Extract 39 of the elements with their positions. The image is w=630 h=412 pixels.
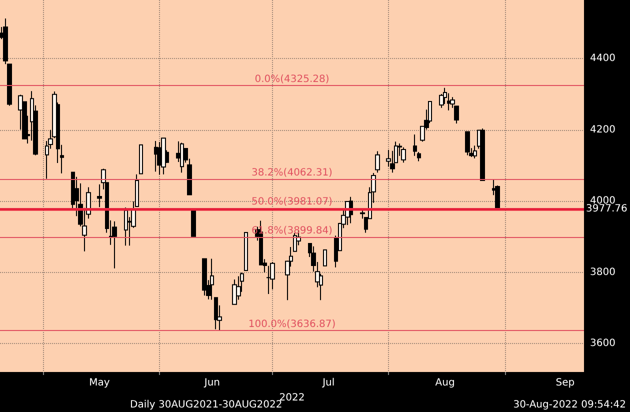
x-tick-label: Aug [435,378,455,388]
candlestick [270,262,275,290]
candlestick [401,146,406,164]
candlestick [244,232,248,272]
candlestick [465,131,470,156]
text: Daily 30AUG2021-30AUG2022 [130,400,282,410]
candlestick [157,142,162,176]
candlestick [480,128,485,182]
y-tick-label: 4200 [590,124,616,136]
x-tick-label: Jul [322,378,335,388]
candlestick [154,140,158,172]
candlestick [417,152,421,162]
candlestick [266,265,271,295]
y-tick-label: 4400 [590,53,616,64]
candlestick [214,297,218,330]
ref-line-label: 38.2%(4062.31) [252,167,333,178]
x-tick-label: Jun [203,378,220,388]
ref-line-label: 100.0%(3636.87) [248,318,336,330]
candlestick [323,249,327,266]
y-tick-label: 3800 [590,266,616,278]
ref-line-label: 50.0%(3981.07) [252,196,333,208]
candlestick [124,207,128,246]
candlestick [161,138,166,175]
x-tick-label: Sep [556,378,575,388]
candlestick [210,258,214,300]
candlestick [473,145,477,159]
ref-line-label: 0.0%(4325.28) [254,74,330,85]
candlestick [202,258,207,296]
candlestick [180,142,184,174]
candlestick [112,220,117,269]
text: 30-Aug-2022 09:54:42 [513,400,626,410]
candlestick [375,150,380,174]
candlestick [139,144,143,174]
candlestick [97,184,102,208]
candlestick [413,134,417,156]
candlestick [232,278,237,305]
y-tick-label: 3600 [590,338,616,350]
x-tick-label: May [89,378,110,388]
candlestick [191,210,196,238]
